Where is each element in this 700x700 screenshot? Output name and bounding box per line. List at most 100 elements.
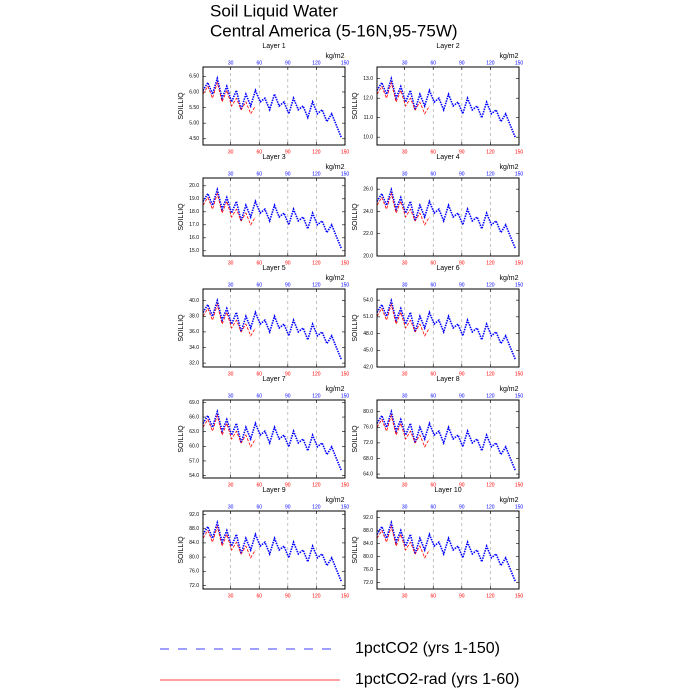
units-label: kg/m2 [499,497,518,504]
y-tick-label: 40.0 [189,298,199,304]
x-tick-label: 30 [402,149,408,155]
y-tick-label: 60.0 [189,444,199,450]
plot-frame [376,399,520,479]
x-tick-label: 120 [486,371,495,377]
x-top-tick-label: 120 [312,393,321,399]
x-tick-label: 90 [285,260,291,266]
panel-title: Layer 3 [262,154,285,161]
x-tick-label: 60 [430,260,436,266]
x-tick-label: 30 [228,260,234,266]
subtitle: Central America (5-16N,95-75W) [210,21,458,40]
series-line [376,75,516,138]
x-top-tick-label: 30 [228,171,234,177]
y-tick-label: 54.0 [189,473,199,479]
y-tick-label: 54.0 [363,297,373,303]
y-axis-label: SOILLIQ [352,92,359,120]
y-tick-label: 11.0 [364,115,374,121]
x-tick-label: 120 [312,482,321,488]
x-top-tick-label: 60 [256,504,262,510]
x-top-tick-label: 150 [515,171,524,177]
x-top-tick-label: 90 [285,60,291,66]
panel-title: Layer 7 [262,376,285,383]
units-label: kg/m2 [499,386,518,393]
x-top-tick-label: 30 [228,60,234,66]
x-top-tick-label: 150 [515,393,524,399]
y-tick-label: 69.0 [189,400,199,406]
x-top-tick-label: 60 [430,393,436,399]
y-axis-label: SOILLIQ [178,92,185,120]
x-top-tick-label: 90 [459,60,465,66]
y-tick-label: 18.0 [189,209,199,215]
x-tick-label: 90 [459,371,465,377]
x-tick-label: 60 [256,593,262,599]
series-line [376,303,430,337]
x-top-tick-label: 150 [341,282,350,288]
x-top-tick-label: 150 [341,171,350,177]
y-tick-label: 26.0 [363,186,373,192]
x-top-tick-label: 30 [402,171,408,177]
x-top-tick-label: 120 [486,60,495,66]
y-tick-label: 38.0 [189,314,199,320]
x-tick-label: 150 [515,593,524,599]
x-top-tick-label: 90 [285,282,291,288]
x-top-tick-label: 150 [515,282,524,288]
plot-frame [202,66,346,146]
y-tick-label: 88.0 [363,528,373,534]
x-tick-label: 90 [285,371,291,377]
panel-title: Layer 6 [436,265,459,272]
x-tick-label: 120 [486,593,495,599]
x-top-tick-label: 120 [312,282,321,288]
y-tick-label: 92.0 [363,515,373,521]
x-top-tick-label: 120 [486,504,495,510]
x-tick-label: 90 [459,482,465,488]
x-top-tick-label: 30 [402,60,408,66]
y-tick-label: 6.00 [189,89,199,95]
y-tick-label: 76.0 [363,567,373,573]
x-tick-label: 60 [430,371,436,377]
series-line [202,75,342,138]
series-line [376,525,430,559]
series-line [202,186,342,249]
y-tick-label: 20.0 [363,253,373,259]
x-tick-label: 150 [515,260,524,266]
y-axis-label: SOILLIQ [178,425,185,453]
units-label: kg/m2 [499,53,518,60]
x-top-tick-label: 120 [486,393,495,399]
x-tick-label: 30 [228,149,234,155]
y-tick-label: 20.0 [189,183,199,189]
y-tick-label: 10.0 [363,135,373,141]
y-tick-label: 64.0 [363,471,373,477]
x-top-tick-label: 90 [459,504,465,510]
x-tick-label: 90 [285,149,291,155]
x-tick-label: 150 [515,149,524,155]
series-line [376,414,430,448]
panel-title: Layer 8 [436,376,459,383]
x-top-tick-label: 150 [515,60,524,66]
y-tick-label: 66.0 [189,414,199,420]
units-label: kg/m2 [325,386,344,393]
panel-title: Layer 1 [262,43,285,50]
y-tick-label: 12.0 [363,96,373,102]
x-top-tick-label: 30 [228,504,234,510]
x-tick-label: 60 [256,260,262,266]
x-tick-label: 60 [256,149,262,155]
x-tick-label: 90 [285,482,291,488]
plot-frame [376,66,520,146]
units-label: kg/m2 [325,275,344,282]
x-top-tick-label: 150 [515,504,524,510]
y-axis-label: SOILLIQ [178,203,185,231]
title: Soil Liquid Water [210,1,338,20]
x-tick-label: 30 [228,593,234,599]
x-top-tick-label: 60 [430,60,436,66]
plot-frame [202,288,346,368]
y-tick-label: 22.0 [363,231,373,237]
units-label: kg/m2 [325,164,344,171]
y-tick-label: 72.0 [363,440,373,446]
y-tick-label: 32.0 [189,360,199,366]
y-axis-label: SOILLIQ [352,536,359,564]
y-tick-label: 16.0 [189,235,199,241]
x-tick-label: 120 [486,149,495,155]
x-tick-label: 60 [256,371,262,377]
series-line [202,519,342,582]
